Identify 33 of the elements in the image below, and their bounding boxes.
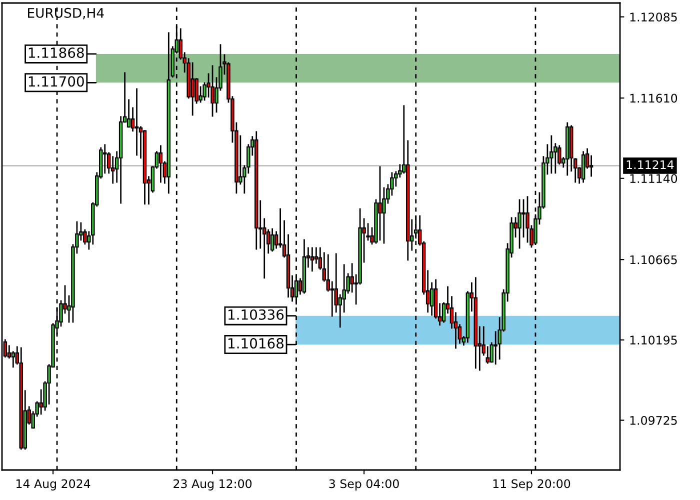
y-tick-label: 1.12085: [630, 12, 677, 22]
candlestick: [522, 199, 526, 238]
ref-line-label: 1.11214: [626, 160, 674, 169]
candlestick: [518, 199, 522, 249]
candlestick: [486, 346, 490, 364]
candlestick: [11, 351, 16, 368]
y-tick-label: 1.11140: [630, 174, 678, 184]
candlestick: [134, 88, 139, 156]
y-tick-label: 1.09725: [630, 416, 677, 425]
annotation: 1.10168: [228, 338, 284, 349]
annotation: 1.10336: [228, 309, 284, 320]
candlestick: [190, 62, 194, 116]
candlestick: [589, 155, 594, 177]
candlestick: [158, 145, 163, 183]
x-tick-label: 11 Sep 20:00: [493, 479, 570, 490]
chart-title: EURUSD,H4: [28, 8, 104, 20]
y-tick-label: 1.10195: [630, 336, 677, 345]
x-tick-label: 3 Sep 04:00: [329, 479, 399, 490]
y-tick-label: 1.10665: [630, 255, 677, 264]
y-tick-label: 1.11610: [630, 94, 678, 103]
candlestick: [102, 144, 107, 174]
x-tick-label: 23 Aug 12:00: [174, 479, 252, 490]
candlestick: [270, 228, 274, 252]
candlestick: [378, 166, 382, 241]
candlestick: [550, 135, 554, 174]
candlestick: [126, 99, 131, 128]
candlestick: [210, 65, 214, 117]
x-tick-label: 14 Aug 2024: [16, 479, 90, 490]
annotation: 1.11700: [28, 76, 84, 87]
candlestick: [330, 281, 334, 317]
annotation: 1.11868: [28, 47, 84, 58]
candlestick: [310, 247, 314, 272]
candlestick: [581, 151, 586, 183]
